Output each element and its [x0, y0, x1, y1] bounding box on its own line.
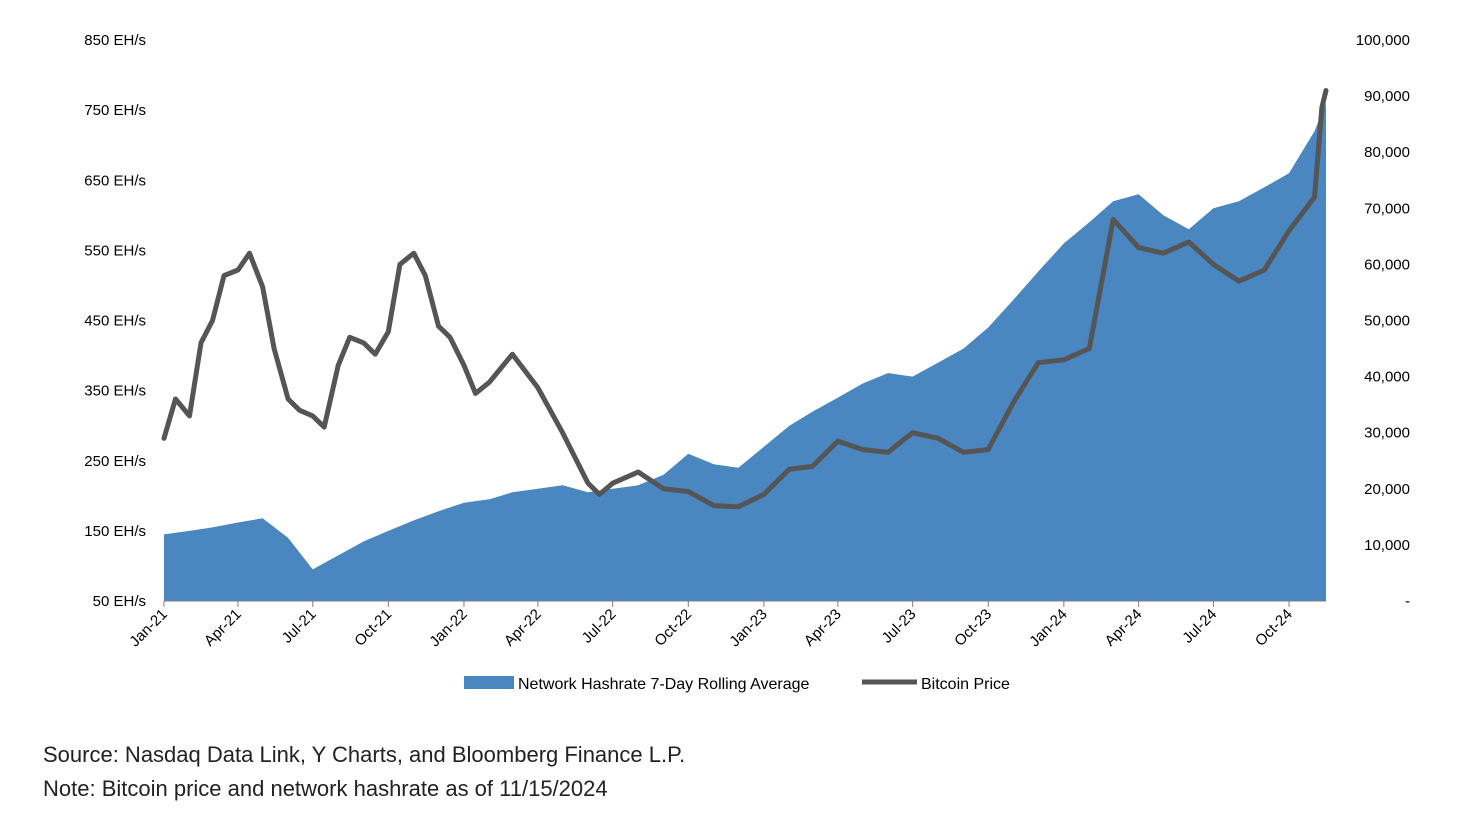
x-tick-label: Jul-21	[279, 606, 320, 647]
x-tick-label: Apr-24	[1102, 606, 1146, 650]
x-tick-label: Oct-24	[1252, 606, 1296, 650]
left-tick-label: 850 EH/s	[84, 32, 146, 49]
x-tick-label: Apr-23	[801, 606, 845, 650]
hashrate-area	[164, 103, 1326, 601]
right-tick-label: 20,000	[1364, 481, 1410, 498]
x-tick-label: Jul-23	[879, 606, 920, 647]
x-tick-label: Oct-23	[951, 606, 995, 650]
right-tick-label: 90,000	[1364, 88, 1410, 105]
x-axis-ticks: Jan-21 Apr-21 Jul-21 Oct-21 Jan-22 Apr-22 Jul-…	[126, 601, 1296, 650]
hashrate-area-layer	[164, 103, 1326, 601]
x-tick-label: Oct-22	[651, 606, 695, 650]
right-tick-label: 100,000	[1356, 32, 1410, 49]
right-tick-label: -	[1405, 593, 1410, 610]
legend: Network Hashrate 7-Day Rolling Average B…	[464, 676, 1010, 693]
right-tick-label: 10,000	[1364, 537, 1410, 554]
left-tick-label: 550 EH/s	[84, 242, 146, 259]
right-tick-label: 50,000	[1364, 313, 1410, 330]
left-axis-ticks: 50 EH/s 150 EH/s 250 EH/s 350 EH/s 450 EH/s 5…	[84, 32, 146, 610]
legend-area-label: Network Hashrate 7-Day Rolling Average	[518, 676, 810, 693]
left-tick-label: 350 EH/s	[84, 383, 146, 400]
right-tick-label: 80,000	[1364, 144, 1410, 161]
right-tick-label: 60,000	[1364, 256, 1410, 273]
left-tick-label: 250 EH/s	[84, 453, 146, 470]
legend-line-label: Bitcoin Price	[921, 676, 1010, 693]
left-tick-label: 150 EH/s	[84, 523, 146, 540]
right-tick-label: 70,000	[1364, 200, 1410, 217]
left-tick-label: 650 EH/s	[84, 172, 146, 189]
x-tick-label: Jan-22	[426, 606, 470, 650]
x-tick-label: Apr-21	[201, 606, 245, 650]
bitcoin-price-line	[161, 88, 1329, 510]
source-note: Source: Nasdaq Data Link, Y Charts, and …	[43, 742, 686, 767]
x-tick-label: Oct-21	[351, 606, 395, 650]
left-tick-label: 450 EH/s	[84, 313, 146, 330]
x-tick-label: Jan-21	[126, 606, 170, 650]
x-tick-label: Jul-24	[1179, 606, 1220, 647]
x-tick-label: Jul-22	[579, 606, 620, 647]
right-tick-label: 30,000	[1364, 425, 1410, 442]
bitcoin-price-line-layer	[161, 88, 1329, 510]
x-tick-label: Jan-24	[1026, 606, 1070, 650]
x-tick-label: Apr-22	[501, 606, 545, 650]
left-tick-label: 50 EH/s	[93, 593, 146, 610]
legend-area-swatch	[464, 676, 514, 689]
right-axis-ticks: - 10,000 20,000 30,000 40,000 50,000 60,000 70,…	[1356, 32, 1410, 610]
right-tick-label: 40,000	[1364, 369, 1410, 386]
as-of-note: Note: Bitcoin price and network hashrate…	[43, 776, 608, 801]
x-tick-label: Jan-23	[726, 606, 770, 650]
left-tick-label: 750 EH/s	[84, 102, 146, 119]
